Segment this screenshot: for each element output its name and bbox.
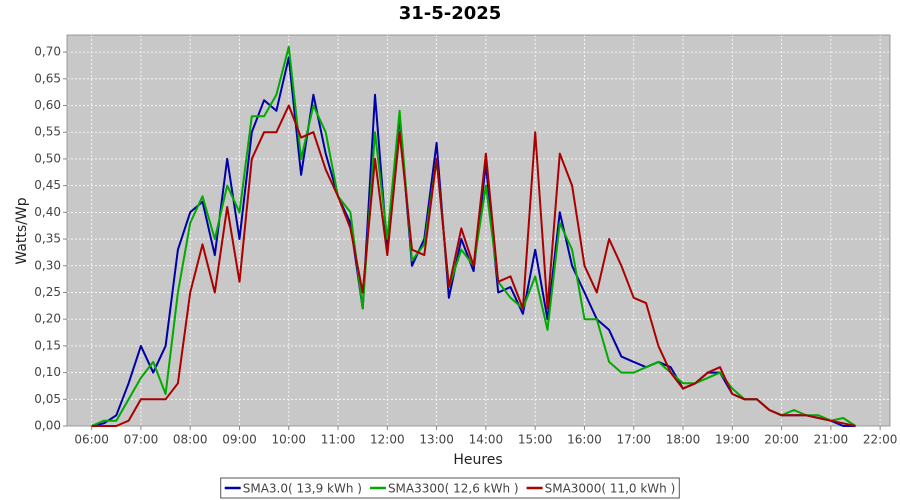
x-tick-label: 20:00 bbox=[764, 433, 799, 447]
x-tick-label: 19:00 bbox=[715, 433, 750, 447]
x-axis-title: Heures bbox=[453, 452, 502, 468]
x-tick-label: 16:00 bbox=[567, 433, 602, 447]
legend-label: SMA3.0( 13,9 kWh ) bbox=[243, 482, 362, 496]
y-tick-label: 0,45 bbox=[34, 178, 61, 192]
y-tick-label: 0,15 bbox=[34, 338, 61, 352]
series-line bbox=[91, 104, 856, 427]
x-tick-label: 12:00 bbox=[370, 433, 405, 447]
y-tick-label: 0,10 bbox=[34, 365, 61, 379]
x-tick-label: 07:00 bbox=[124, 433, 159, 447]
y-tick-label: 0,60 bbox=[34, 98, 61, 112]
legend-box bbox=[220, 477, 680, 499]
y-tick-label: 0,30 bbox=[34, 258, 61, 272]
y-tick-label: 0,00 bbox=[34, 419, 61, 433]
x-tick-label: 10:00 bbox=[271, 433, 306, 447]
x-tick-label: 14:00 bbox=[469, 433, 504, 447]
y-tick-label: 0,35 bbox=[34, 232, 61, 246]
plot-border bbox=[66, 34, 891, 427]
y-tick-label: 0,20 bbox=[34, 312, 61, 326]
y-axis-title: Watts/Wp bbox=[14, 197, 30, 264]
legend-item: SMA3.0( 13,9 kWh ) bbox=[224, 482, 362, 496]
x-tick-label: 06:00 bbox=[74, 433, 109, 447]
x-tick-label: 11:00 bbox=[321, 433, 356, 447]
y-tick-label: 0,70 bbox=[34, 45, 61, 59]
x-tick-label: 08:00 bbox=[173, 433, 208, 447]
legend-item: SMA3300( 12,6 kWh ) bbox=[369, 482, 519, 496]
y-tick-label: 0,50 bbox=[34, 151, 61, 165]
legend-label: SMA3300( 12,6 kWh ) bbox=[388, 482, 519, 496]
y-tick-label: 0,40 bbox=[34, 205, 61, 219]
legend-item: SMA3000( 11,0 kWh ) bbox=[526, 482, 676, 496]
x-tick-label: 21:00 bbox=[814, 433, 849, 447]
y-tick-label: 0,05 bbox=[34, 392, 61, 406]
x-tick-label: 15:00 bbox=[518, 433, 553, 447]
x-tick-label: 13:00 bbox=[419, 433, 454, 447]
y-tick-label: 0,65 bbox=[34, 71, 61, 85]
legend-label: SMA3000( 11,0 kWh ) bbox=[545, 482, 676, 496]
y-tick-label: 0,25 bbox=[34, 285, 61, 299]
x-tick-label: 09:00 bbox=[222, 433, 257, 447]
chart-title: 31-5-2025 bbox=[399, 3, 502, 24]
x-tick-label: 22:00 bbox=[863, 433, 898, 447]
y-tick-label: 0,55 bbox=[34, 125, 61, 139]
x-tick-label: 18:00 bbox=[666, 433, 701, 447]
x-tick-label: 17:00 bbox=[616, 433, 651, 447]
